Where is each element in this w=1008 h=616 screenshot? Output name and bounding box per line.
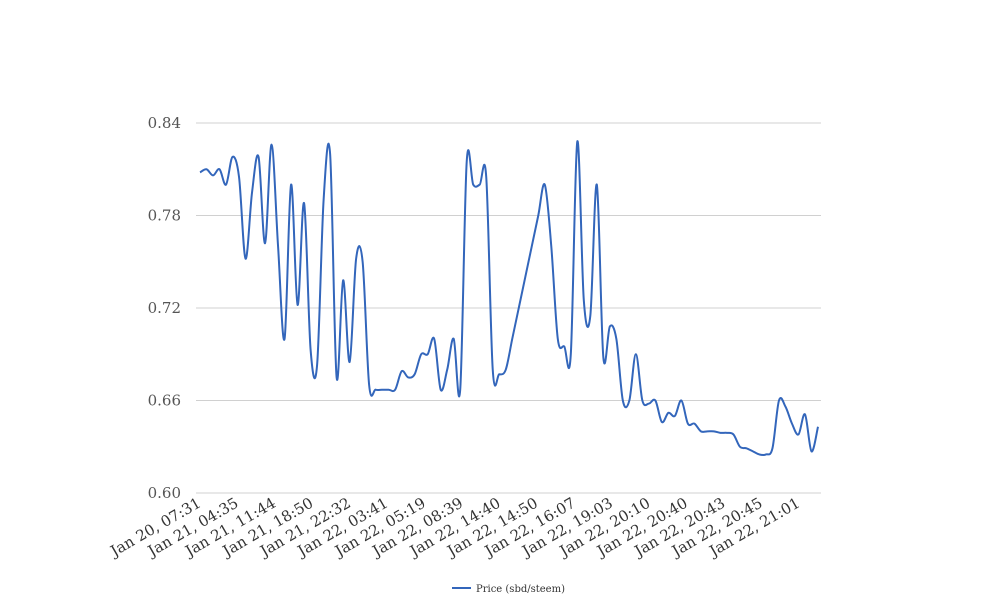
series-lines — [199, 140, 819, 457]
y-tick-label: 0.60 — [148, 484, 181, 502]
y-axis-ticks: 0.60 0.66 0.72 0.78 0.84 — [148, 114, 181, 502]
series-line — [199, 140, 819, 457]
legend-label: Price (sbd/steem) — [476, 584, 565, 595]
y-tick-label: 0.72 — [148, 299, 181, 317]
y-tick-label: 0.66 — [148, 392, 181, 410]
legend[interactable]: Price (sbd/steem) — [452, 584, 565, 595]
y-tick-label: 0.78 — [148, 207, 181, 225]
gridlines — [196, 122, 821, 494]
y-tick-label: 0.84 — [148, 114, 181, 132]
